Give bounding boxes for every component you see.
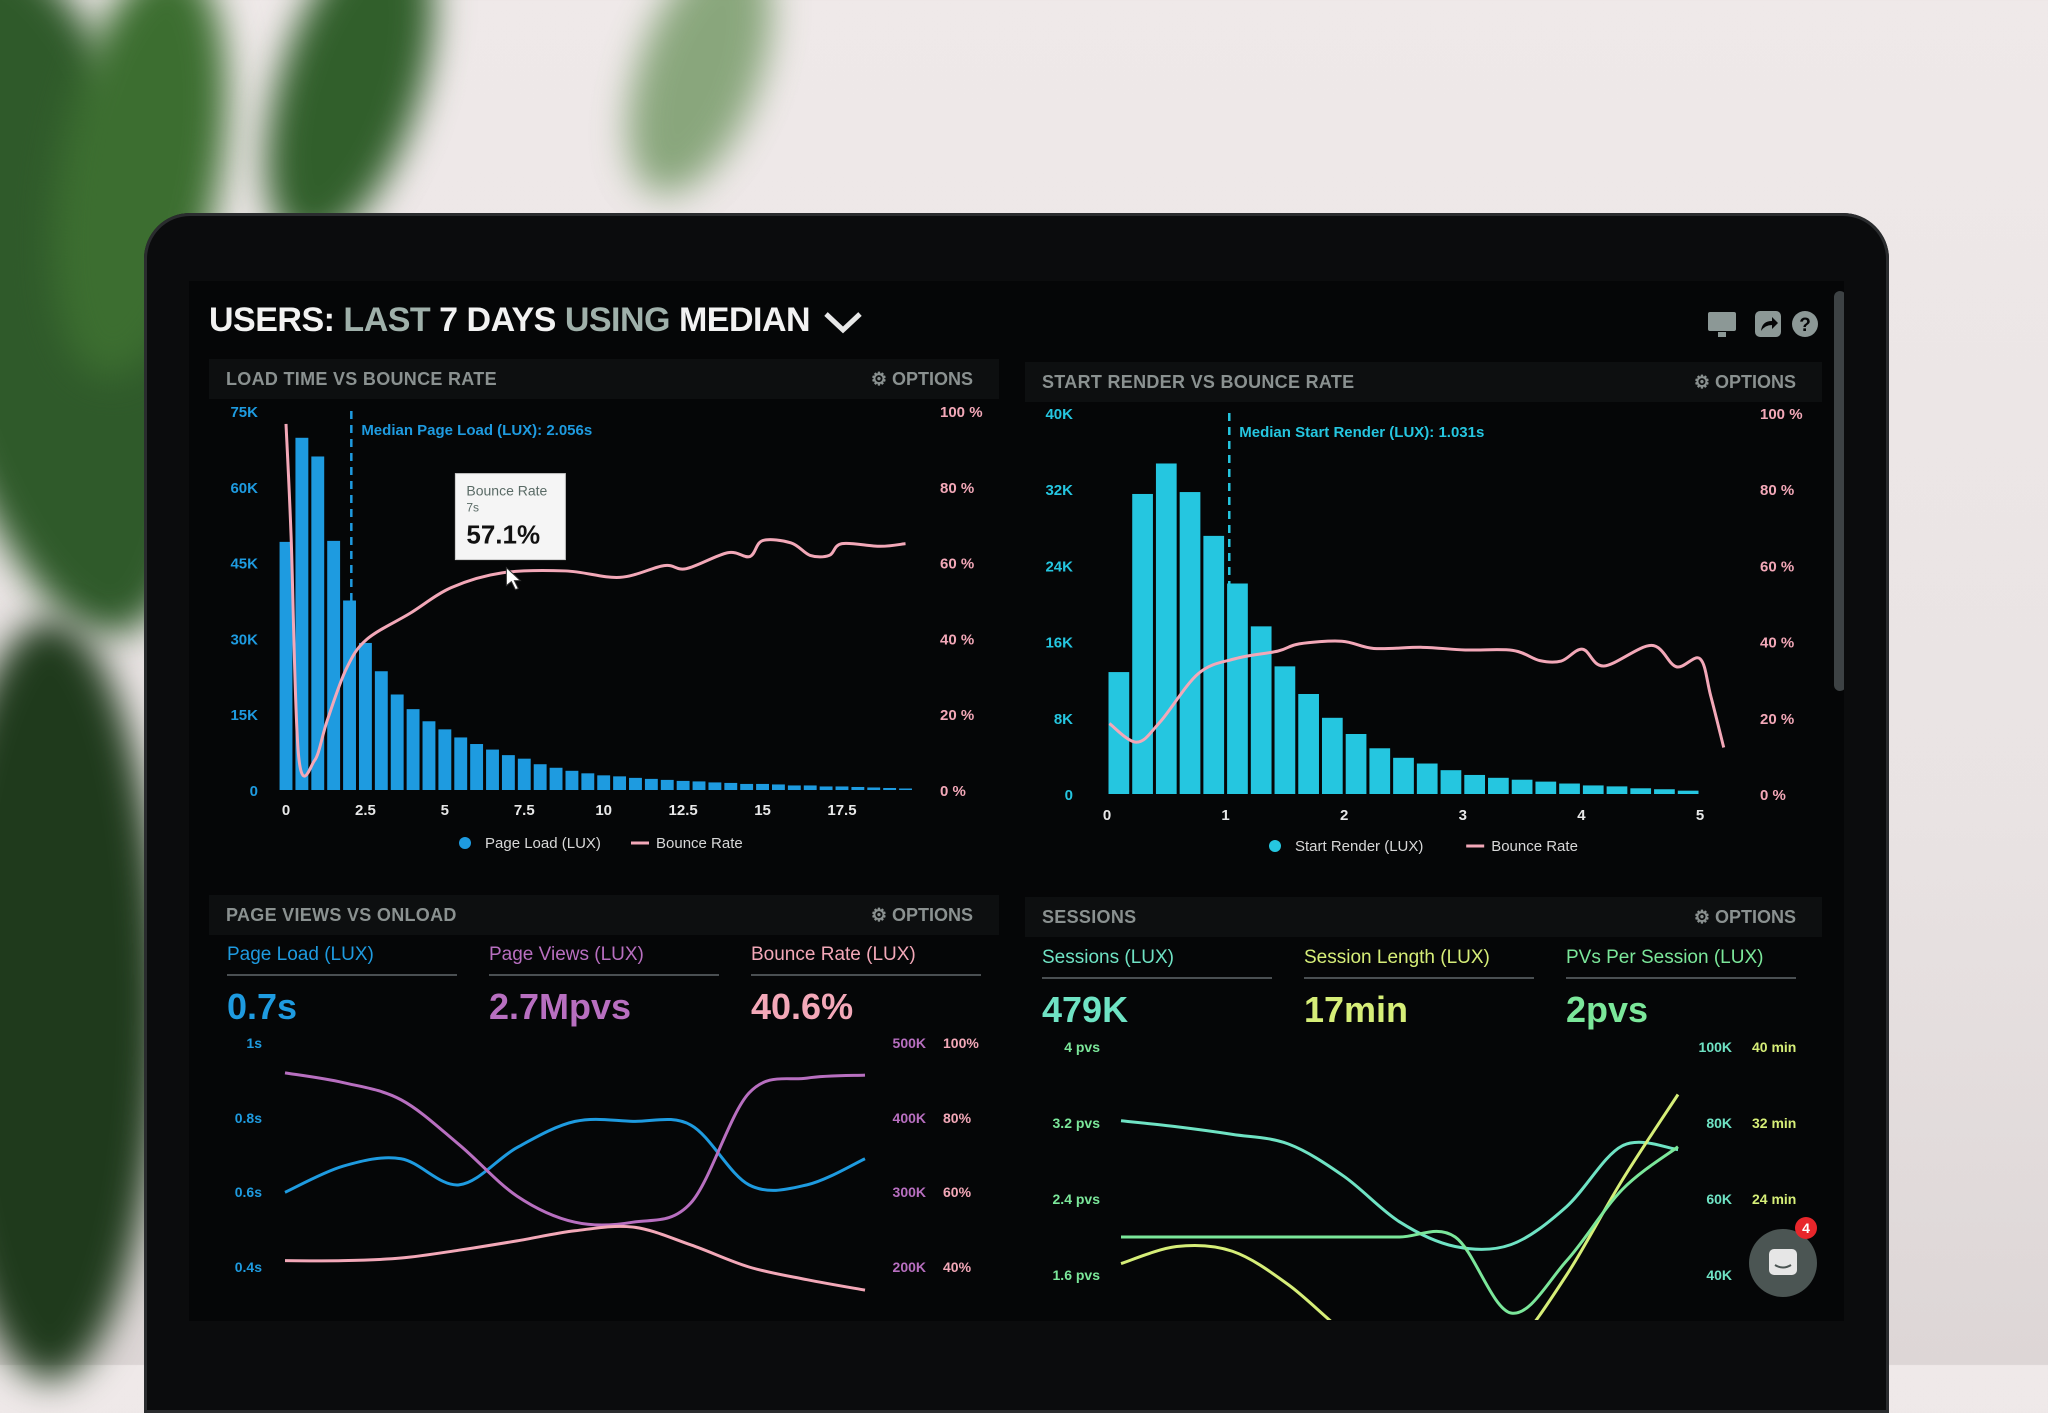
- gear-icon: ⚙: [870, 369, 892, 389]
- options-button[interactable]: ⚙ OPTIONS: [870, 905, 973, 925]
- title-users: USERS:: [209, 301, 335, 339]
- chat-button[interactable]: 4: [1749, 1217, 1817, 1297]
- title-using: USING: [564, 301, 671, 339]
- gear-icon: ⚙: [1693, 907, 1715, 927]
- metric-label: Bounce Rate (LUX): [751, 944, 916, 965]
- metric-value: 17min: [1304, 989, 1409, 1030]
- metric-divider: [227, 974, 457, 976]
- metric-divider: [1304, 977, 1534, 979]
- svg-text:?: ?: [1799, 315, 1811, 336]
- notification-badge: 4: [1795, 1217, 1817, 1239]
- panel-title: LOAD TIME VS BOUNCE RATE: [226, 369, 497, 389]
- dashboard-title[interactable]: USERS: LAST 7 DAYS USING MEDIAN: [209, 301, 863, 340]
- share-icon[interactable]: [1754, 310, 1782, 338]
- metric-value: 479K: [1042, 989, 1129, 1030]
- panel-title: PAGE VIEWS VS ONLOAD: [226, 905, 457, 925]
- monitor-icon[interactable]: [1707, 311, 1737, 339]
- scrollbar[interactable]: [1834, 291, 1844, 691]
- metric-value: 0.7s: [227, 986, 298, 1027]
- metric-label: PVs Per Session (LUX): [1566, 947, 1764, 968]
- plant-leaf: [599, 0, 801, 213]
- options-button[interactable]: ⚙ OPTIONS: [1693, 907, 1796, 927]
- panel-header-start-render: START RENDER VS BOUNCE RATE ⚙ OPTIONS: [1025, 362, 1822, 402]
- metric-label: Sessions (LUX): [1042, 947, 1174, 968]
- title-aggregation: MEDIAN: [678, 301, 811, 339]
- metric-divider: [751, 974, 981, 976]
- metric-divider: [1042, 977, 1272, 979]
- options-button[interactable]: ⚙ OPTIONS: [870, 369, 973, 389]
- metric-value: 2pvs: [1566, 989, 1649, 1030]
- gear-icon: ⚙: [870, 905, 892, 925]
- metric-divider: [489, 974, 719, 976]
- panel-header-load-time: LOAD TIME VS BOUNCE RATE ⚙ OPTIONS: [209, 359, 999, 399]
- plant-leaf: [0, 620, 160, 1380]
- metric-value: 40.6%: [751, 986, 854, 1027]
- panel-title: START RENDER VS BOUNCE RATE: [1042, 372, 1355, 392]
- title-last: LAST: [343, 301, 431, 339]
- metric-value: 2.7Mpvs: [489, 986, 632, 1027]
- options-button[interactable]: ⚙ OPTIONS: [1693, 372, 1796, 392]
- panel-header-sessions: SESSIONS ⚙ OPTIONS: [1025, 897, 1822, 937]
- metric-label: Page Load (LUX): [227, 944, 374, 965]
- panel-title: SESSIONS: [1042, 907, 1137, 927]
- chevron-down-icon[interactable]: [823, 310, 863, 334]
- chat-icon: [1769, 1249, 1797, 1275]
- title-period: 7 DAYS: [439, 301, 556, 339]
- metric-label: Page Views (LUX): [489, 944, 644, 965]
- metric-label: Session Length (LUX): [1304, 947, 1490, 968]
- dashboard-screen: USERS: LAST 7 DAYS USING MEDIAN ? LOAD T…: [189, 281, 1844, 1321]
- gear-icon: ⚙: [1693, 372, 1715, 392]
- help-icon[interactable]: ?: [1791, 310, 1819, 338]
- panel-header-page-views: PAGE VIEWS VS ONLOAD ⚙ OPTIONS: [209, 895, 999, 935]
- metric-divider: [1566, 977, 1796, 979]
